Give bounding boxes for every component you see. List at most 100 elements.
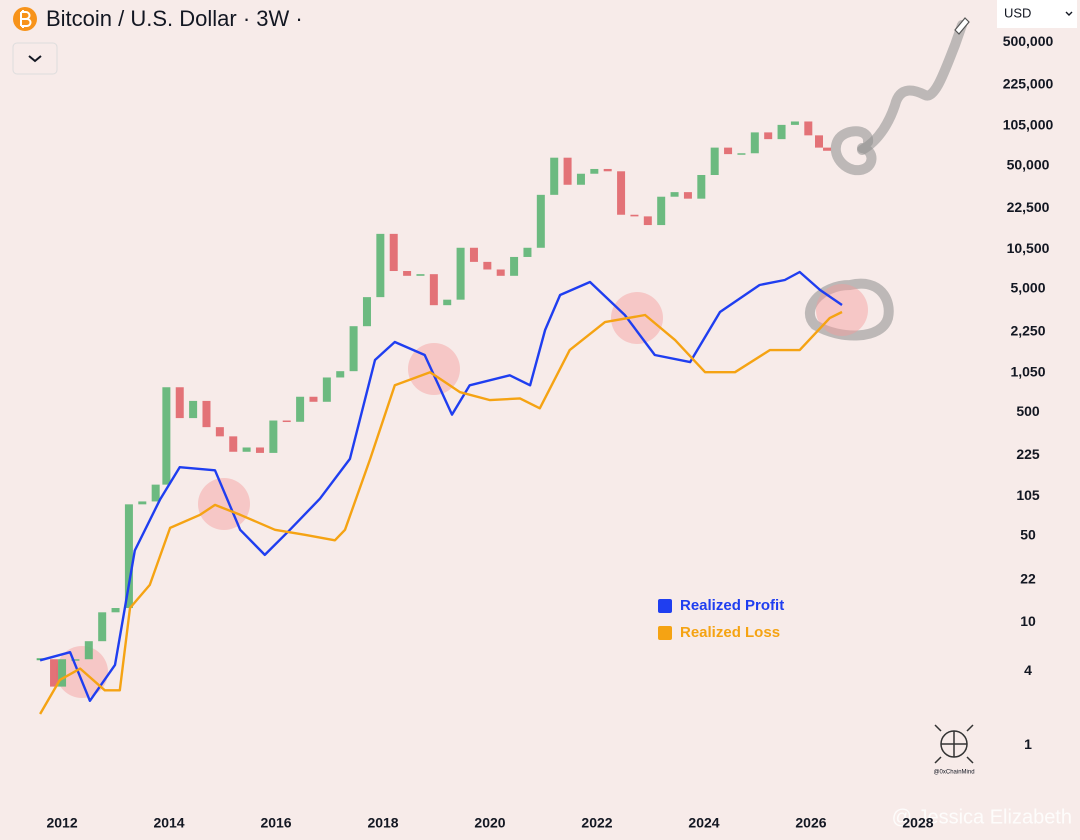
candle: [617, 171, 626, 215]
candle: [697, 174, 706, 199]
x-tick-label: 2012: [46, 815, 77, 831]
candle: [563, 157, 572, 185]
candle: [590, 168, 599, 174]
x-tick-label: 2020: [474, 815, 505, 831]
x-tick-label: 2022: [581, 815, 612, 831]
btc-icon: [13, 7, 37, 31]
candle: [322, 377, 331, 402]
legend-label: Realized Loss: [680, 624, 780, 641]
highlight-circle: [56, 646, 108, 698]
candle: [576, 173, 585, 185]
candle: [496, 269, 505, 276]
candle: [536, 194, 545, 248]
y-tick-label: 500: [1016, 403, 1040, 419]
candle: [823, 147, 832, 151]
candle: [138, 501, 147, 505]
y-tick-label: 10,500: [1007, 240, 1050, 256]
candle: [764, 132, 773, 140]
candle: [550, 157, 559, 195]
candle: [255, 447, 264, 453]
series-line: [39, 310, 843, 715]
currency-selector[interactable]: USD: [997, 0, 1077, 28]
candle: [683, 192, 692, 199]
currency-label: USD: [1004, 5, 1031, 20]
x-tick-label: 2028: [902, 815, 933, 831]
candle: [710, 147, 719, 175]
candle: [98, 612, 107, 642]
x-tick-label: 2024: [688, 815, 719, 831]
x-tick-label: 2018: [367, 815, 398, 831]
y-tick-label: 2,250: [1010, 323, 1045, 339]
candle: [777, 124, 786, 140]
candle: [416, 274, 425, 276]
candle: [215, 427, 224, 437]
candle: [456, 247, 465, 300]
candle: [111, 608, 120, 613]
candle: [229, 436, 238, 452]
candle: [309, 396, 318, 402]
y-tick-label: 10: [1020, 613, 1036, 629]
watermark: @ Jessica Elizabeth: [892, 806, 1072, 828]
candle: [429, 274, 438, 306]
y-tick-label: 5,000: [1010, 280, 1045, 296]
candle: [336, 371, 345, 378]
x-tick-label: 2026: [795, 815, 826, 831]
y-tick-label: 105: [1016, 487, 1040, 503]
highlight-circle: [408, 343, 460, 395]
candle: [202, 400, 211, 428]
candle: [124, 504, 133, 609]
candle: [670, 192, 679, 197]
candle: [389, 233, 398, 272]
candle: [737, 153, 746, 155]
candle: [242, 447, 251, 452]
legend-swatch: [658, 626, 672, 640]
candle: [71, 659, 80, 661]
y-tick-label: 1: [1024, 736, 1032, 752]
y-tick-label: 50,000: [1007, 156, 1050, 172]
series-line: [39, 270, 843, 702]
y-tick-label: 225,000: [1003, 76, 1054, 92]
legend-swatch: [658, 599, 672, 613]
candle: [84, 641, 93, 660]
candle: [162, 387, 171, 485]
candle: [362, 297, 371, 327]
plot-area: [36, 121, 868, 715]
y-tick-label: 22,500: [1007, 199, 1050, 215]
y-tick-label: 105,000: [1003, 117, 1054, 133]
pencil-icon: [954, 17, 970, 35]
candle: [151, 484, 160, 502]
y-tick-label: 225: [1016, 446, 1040, 462]
candle: [403, 271, 412, 276]
candle: [175, 387, 184, 419]
candle: [804, 121, 813, 136]
candle: [483, 261, 492, 270]
candle: [790, 121, 799, 125]
candle: [724, 147, 733, 155]
candle: [50, 659, 59, 687]
chart-title: Bitcoin / U.S. Dollar · 3W ·: [46, 6, 303, 31]
candle: [603, 168, 612, 172]
candle: [296, 396, 305, 422]
candle: [643, 216, 652, 226]
candle: [376, 233, 385, 298]
y-tick-label: 4: [1024, 662, 1032, 678]
collapse-button[interactable]: [12, 42, 58, 75]
annotation-scribble: [805, 20, 967, 341]
candle: [443, 299, 452, 306]
candle: [657, 196, 666, 226]
candle: [58, 659, 67, 687]
logo: [934, 724, 974, 764]
logo-caption: @0xChainMind: [933, 770, 974, 776]
y-tick-label: 1,050: [1010, 363, 1045, 379]
candle: [269, 420, 278, 453]
highlight-circle: [611, 292, 663, 344]
y-tick-label: 500,000: [1003, 33, 1054, 49]
candle: [349, 326, 358, 372]
candle: [510, 256, 519, 276]
highlight-circle: [198, 478, 250, 530]
candle: [630, 214, 639, 217]
candle: [815, 135, 824, 148]
candle: [469, 247, 478, 262]
